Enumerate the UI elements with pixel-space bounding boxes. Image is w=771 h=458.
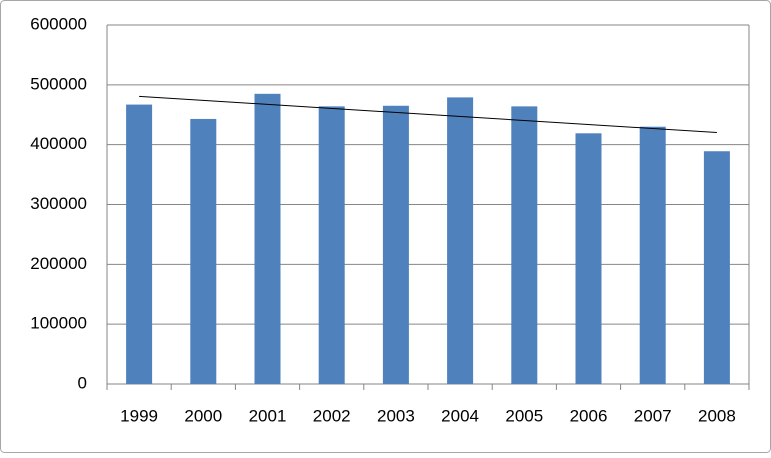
bar — [318, 106, 345, 384]
bar — [190, 118, 217, 385]
x-tick-label: 2000 — [184, 406, 222, 425]
x-tick-label: 2002 — [313, 406, 351, 425]
bar — [639, 126, 666, 384]
x-tick-label: 2005 — [505, 406, 543, 425]
bar — [511, 106, 538, 384]
bar — [575, 133, 602, 384]
bar — [703, 151, 730, 384]
y-tick-label: 400000 — [30, 134, 87, 153]
y-tick-label: 200000 — [30, 254, 87, 273]
trendline — [139, 95, 717, 134]
bar — [126, 104, 153, 384]
x-tick-label: 2001 — [249, 406, 287, 425]
x-tick-label: 2003 — [377, 406, 415, 425]
y-tick-label: 100000 — [30, 314, 87, 333]
x-tick-label: 2007 — [634, 406, 672, 425]
x-tick-label: 2008 — [698, 406, 736, 425]
bar — [447, 97, 474, 385]
y-tick-label: 300000 — [30, 194, 87, 213]
x-tick-label: 1999 — [120, 406, 158, 425]
bar — [382, 105, 409, 385]
y-tick-label: 600000 — [30, 14, 87, 33]
x-tick-label: 2006 — [570, 406, 608, 425]
y-tick-label: 500000 — [30, 74, 87, 93]
y-tick-label: 0 — [78, 373, 87, 392]
x-tick-label: 2004 — [441, 406, 479, 425]
bar — [254, 93, 281, 384]
